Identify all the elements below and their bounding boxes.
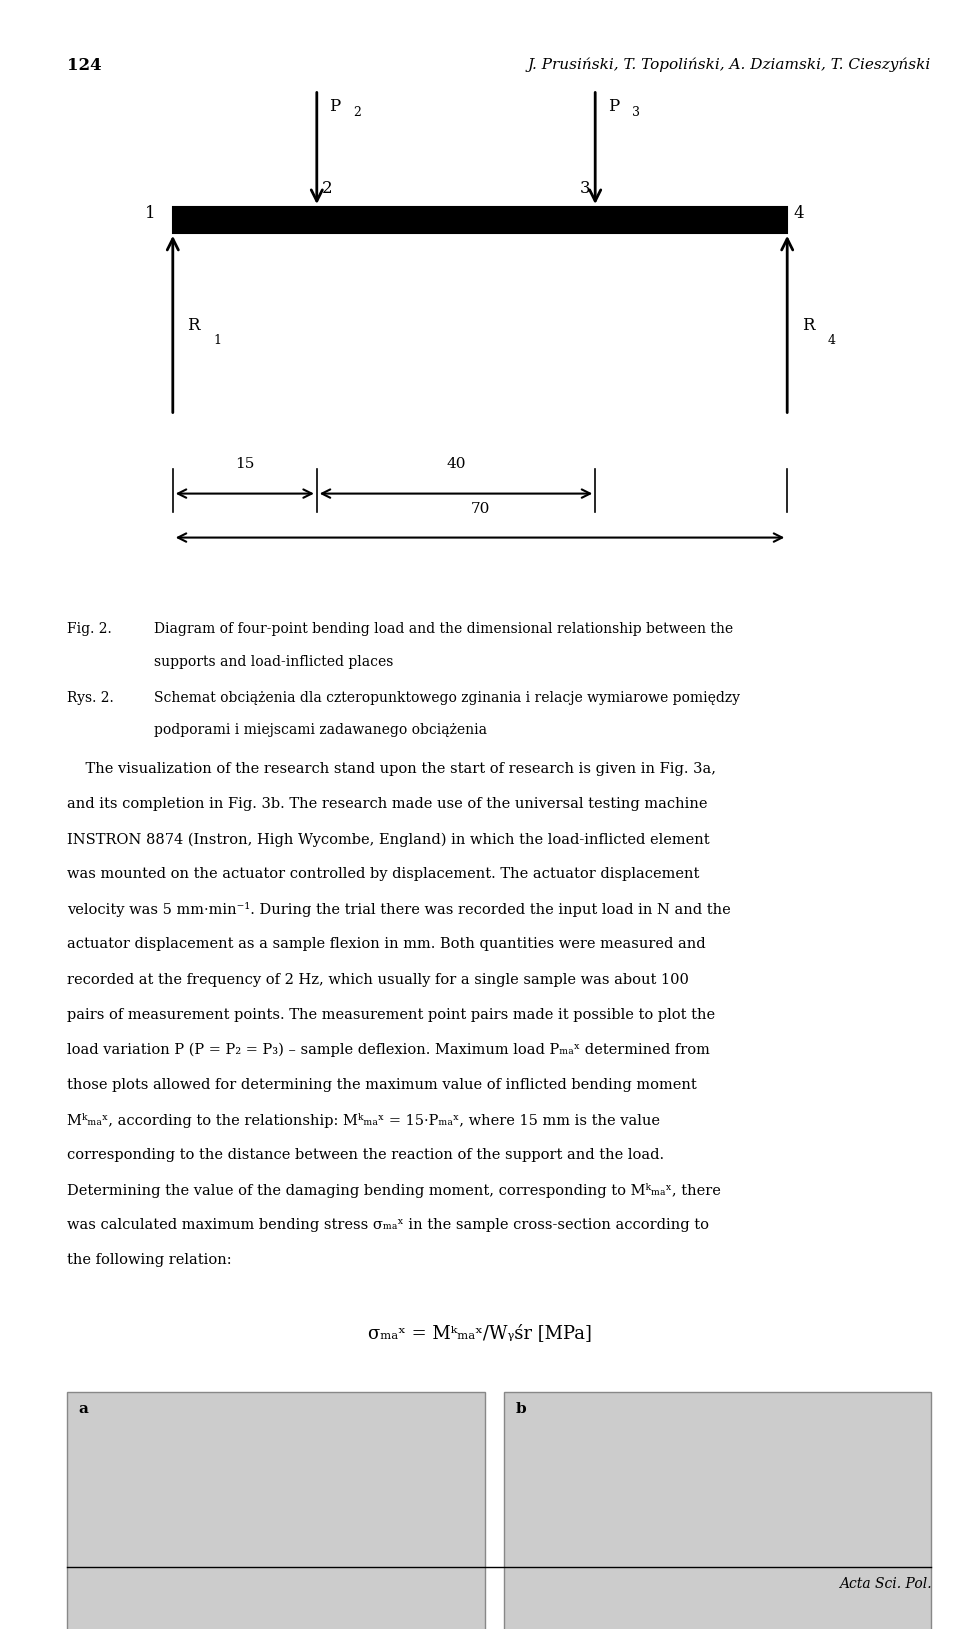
Text: 4: 4 xyxy=(828,334,835,347)
Text: corresponding to the distance between the reaction of the support and the load.: corresponding to the distance between th… xyxy=(67,1147,664,1161)
Text: recorded at the frequency of 2 Hz, which usually for a single sample was about 1: recorded at the frequency of 2 Hz, which… xyxy=(67,973,689,987)
Text: σₘₐˣ = Mᵏₘₐˣ/Wᵧśr [MPa]: σₘₐˣ = Mᵏₘₐˣ/Wᵧśr [MPa] xyxy=(368,1323,592,1342)
Text: J. Prusiński, T. Topoliński, A. Dziamski, T. Cieszyński: J. Prusiński, T. Topoliński, A. Dziamski… xyxy=(528,57,931,72)
Text: the following relation:: the following relation: xyxy=(67,1253,231,1267)
Text: b: b xyxy=(516,1401,526,1416)
Text: velocity was 5 mm·min⁻¹. During the trial there was recorded the input load in N: velocity was 5 mm·min⁻¹. During the tria… xyxy=(67,902,731,917)
Text: 124: 124 xyxy=(67,57,102,73)
Text: Fig. 2.: Fig. 2. xyxy=(67,622,112,637)
Text: Mᵏₘₐˣ, according to the relationship: Mᵏₘₐˣ = 15·Pₘₐˣ, where 15 mm is the value: Mᵏₘₐˣ, according to the relationship: Mᵏ… xyxy=(67,1113,660,1127)
Text: actuator displacement as a sample flexion in mm. Both quantities were measured a: actuator displacement as a sample flexio… xyxy=(67,937,706,951)
Text: R: R xyxy=(187,318,200,334)
Text: 3: 3 xyxy=(580,181,590,197)
Text: 2: 2 xyxy=(353,106,361,119)
Text: load variation P (P = P₂ = P₃) – sample deflexion. Maximum load Pₘₐˣ determined : load variation P (P = P₂ = P₃) – sample … xyxy=(67,1043,710,1057)
Text: was mounted on the actuator controlled by displacement. The actuator displacemen: was mounted on the actuator controlled b… xyxy=(67,867,700,881)
Text: 3: 3 xyxy=(632,106,639,119)
Text: 1: 1 xyxy=(145,205,156,222)
Text: 70: 70 xyxy=(470,502,490,516)
Text: supports and load-inflicted places: supports and load-inflicted places xyxy=(154,655,393,670)
Text: Schemat obciążenia dla czteropunktowego zginania i relacje wymiarowe pomiędzy: Schemat obciążenia dla czteropunktowego … xyxy=(154,691,739,705)
Text: Diagram of four-point bending load and the dimensional relationship between the: Diagram of four-point bending load and t… xyxy=(154,622,732,637)
Text: 2: 2 xyxy=(322,181,332,197)
Text: P: P xyxy=(608,98,619,114)
Text: Rys. 2.: Rys. 2. xyxy=(67,691,114,705)
Text: INSTRON 8874 (Instron, High Wycombe, England) in which the load-inflicted elemen: INSTRON 8874 (Instron, High Wycombe, Eng… xyxy=(67,832,709,847)
Text: Acta Sci. Pol.: Acta Sci. Pol. xyxy=(839,1577,931,1592)
Text: The visualization of the research stand upon the start of research is given in F: The visualization of the research stand … xyxy=(67,762,716,777)
Text: and its completion in Fig. 3b. The research made use of the universal testing ma: and its completion in Fig. 3b. The resea… xyxy=(67,797,708,811)
Text: 15: 15 xyxy=(235,456,254,471)
Text: 1: 1 xyxy=(213,334,221,347)
Text: a: a xyxy=(79,1401,88,1416)
Bar xyxy=(504,1391,931,1629)
Bar xyxy=(173,207,787,233)
Text: P: P xyxy=(329,98,341,114)
Text: 40: 40 xyxy=(446,456,466,471)
Text: podporami i miejscami zadawanego obciążenia: podporami i miejscami zadawanego obciąże… xyxy=(154,723,487,738)
Text: Determining the value of the damaging bending moment, corresponding to Mᵏₘₐˣ, th: Determining the value of the damaging be… xyxy=(67,1183,721,1197)
Text: R: R xyxy=(802,318,814,334)
Text: pairs of measurement points. The measurement point pairs made it possible to plo: pairs of measurement points. The measure… xyxy=(67,1007,715,1021)
Text: those plots allowed for determining the maximum value of inflicted bending momen: those plots allowed for determining the … xyxy=(67,1078,697,1091)
Text: 4: 4 xyxy=(794,205,804,222)
Bar xyxy=(67,1391,485,1629)
Text: was calculated maximum bending stress σₘₐˣ in the sample cross-section according: was calculated maximum bending stress σₘ… xyxy=(67,1217,709,1232)
